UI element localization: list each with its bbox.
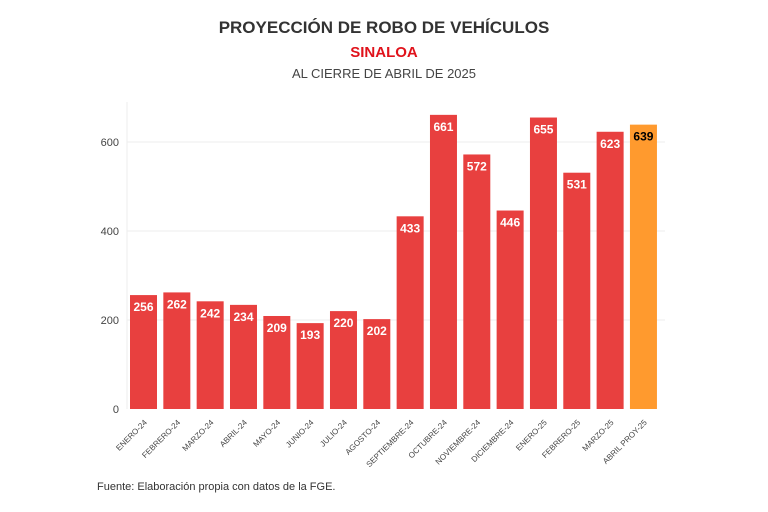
y-tick-label: 200	[101, 315, 119, 327]
bar	[563, 172, 591, 409]
bar	[130, 295, 157, 409]
data-label: 242	[200, 306, 220, 320]
source-note: Fuente: Elaboración propia con datos de …	[97, 481, 336, 493]
bar	[196, 301, 224, 409]
data-label: 623	[600, 137, 620, 151]
bar	[163, 292, 191, 409]
chart-subtitle-date: AL CIERRE DE ABRIL DE 2025	[291, 66, 476, 81]
data-label: 661	[433, 120, 453, 134]
bar	[229, 304, 257, 409]
data-label: 256	[133, 300, 153, 314]
chart-title: PROYECCIÓN DE ROBO DE VEHÍCULOS	[218, 18, 550, 37]
data-label: 202	[367, 324, 387, 338]
bar	[529, 117, 557, 410]
data-label: 220	[333, 316, 353, 330]
x-tick-label: MARZO-24	[181, 418, 216, 453]
bar	[296, 323, 324, 409]
data-label: 531	[567, 178, 587, 192]
data-label: 655	[533, 123, 553, 137]
data-label: 234	[233, 310, 253, 324]
bar	[496, 210, 524, 409]
x-tick-label: ABRIL-24	[218, 418, 249, 449]
x-tick-label: ENERO-24	[114, 418, 149, 453]
x-tick-label: ENERO-25	[514, 418, 549, 453]
x-tick-label: MARZO-25	[581, 418, 616, 453]
bar	[329, 311, 357, 409]
data-label: 446	[500, 216, 520, 230]
bar	[396, 216, 424, 409]
data-label: 262	[167, 297, 187, 311]
chart-subtitle: SINALOA	[350, 44, 418, 61]
x-tick-label: JUNIO-24	[284, 418, 316, 450]
data-label: 639	[633, 130, 653, 144]
bar	[596, 131, 624, 409]
bar	[429, 114, 457, 409]
y-tick-label: 400	[101, 226, 119, 238]
bar	[263, 315, 291, 409]
y-tick-label: 600	[101, 137, 119, 149]
x-tick-label: MAYO-24	[251, 418, 282, 449]
bar	[463, 154, 491, 409]
y-tick-label: 0	[113, 404, 119, 416]
x-tick-label: JULIO-24	[318, 418, 349, 449]
data-label: 572	[467, 159, 487, 173]
bar	[363, 319, 391, 409]
data-label: 433	[400, 221, 420, 235]
bar	[629, 124, 657, 410]
data-label: 193	[300, 328, 320, 342]
data-label: 209	[267, 321, 287, 335]
